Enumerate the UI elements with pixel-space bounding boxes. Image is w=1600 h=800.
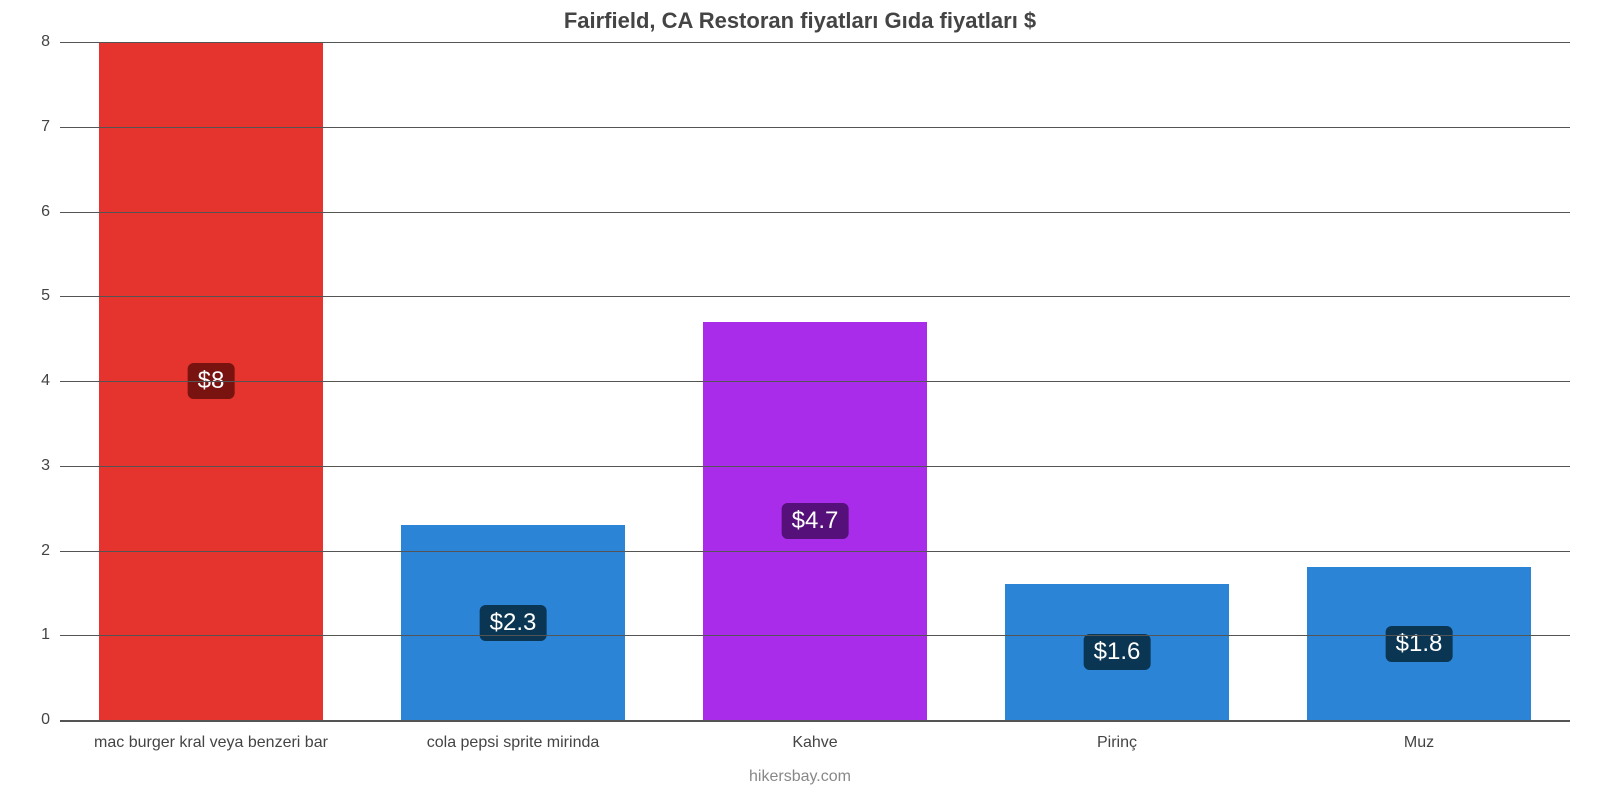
value-label: $1.8: [1386, 626, 1453, 662]
y-tick-label: 7: [41, 118, 60, 136]
grid-line: [60, 42, 1570, 43]
y-tick-label: 3: [41, 457, 60, 475]
value-label: $4.7: [782, 503, 849, 539]
x-axis-labels: mac burger kral veya benzeri barcola pep…: [60, 734, 1570, 752]
y-tick-label: 1: [41, 626, 60, 644]
grid-line: [60, 466, 1570, 467]
plot-area: $8$2.3$4.7$1.6$1.8 012345678: [60, 42, 1570, 722]
grid-line: [60, 127, 1570, 128]
x-tick-label: Muz: [1268, 734, 1570, 752]
y-tick-label: 8: [41, 33, 60, 51]
x-tick-label: cola pepsi sprite mirinda: [362, 734, 664, 752]
chart-title: Fairfield, CA Restoran fiyatları Gıda fi…: [0, 8, 1600, 34]
x-tick-label: mac burger kral veya benzeri bar: [60, 734, 362, 752]
grid-line: [60, 212, 1570, 213]
bar: $2.3: [401, 525, 624, 720]
price-bar-chart: Fairfield, CA Restoran fiyatları Gıda fi…: [0, 0, 1600, 800]
grid-line: [60, 635, 1570, 636]
x-tick-label: Kahve: [664, 734, 966, 752]
bar: $1.8: [1307, 567, 1530, 720]
grid-line: [60, 296, 1570, 297]
grid-line: [60, 551, 1570, 552]
y-tick-label: 0: [41, 711, 60, 729]
value-label: $1.6: [1084, 634, 1151, 670]
x-tick-label: Pirinç: [966, 734, 1268, 752]
chart-footer: hikersbay.com: [0, 768, 1600, 786]
grid-line: [60, 381, 1570, 382]
y-tick-label: 2: [41, 542, 60, 560]
y-tick-label: 5: [41, 287, 60, 305]
y-tick-label: 6: [41, 203, 60, 221]
bar: $1.6: [1005, 584, 1228, 720]
y-tick-label: 4: [41, 372, 60, 390]
